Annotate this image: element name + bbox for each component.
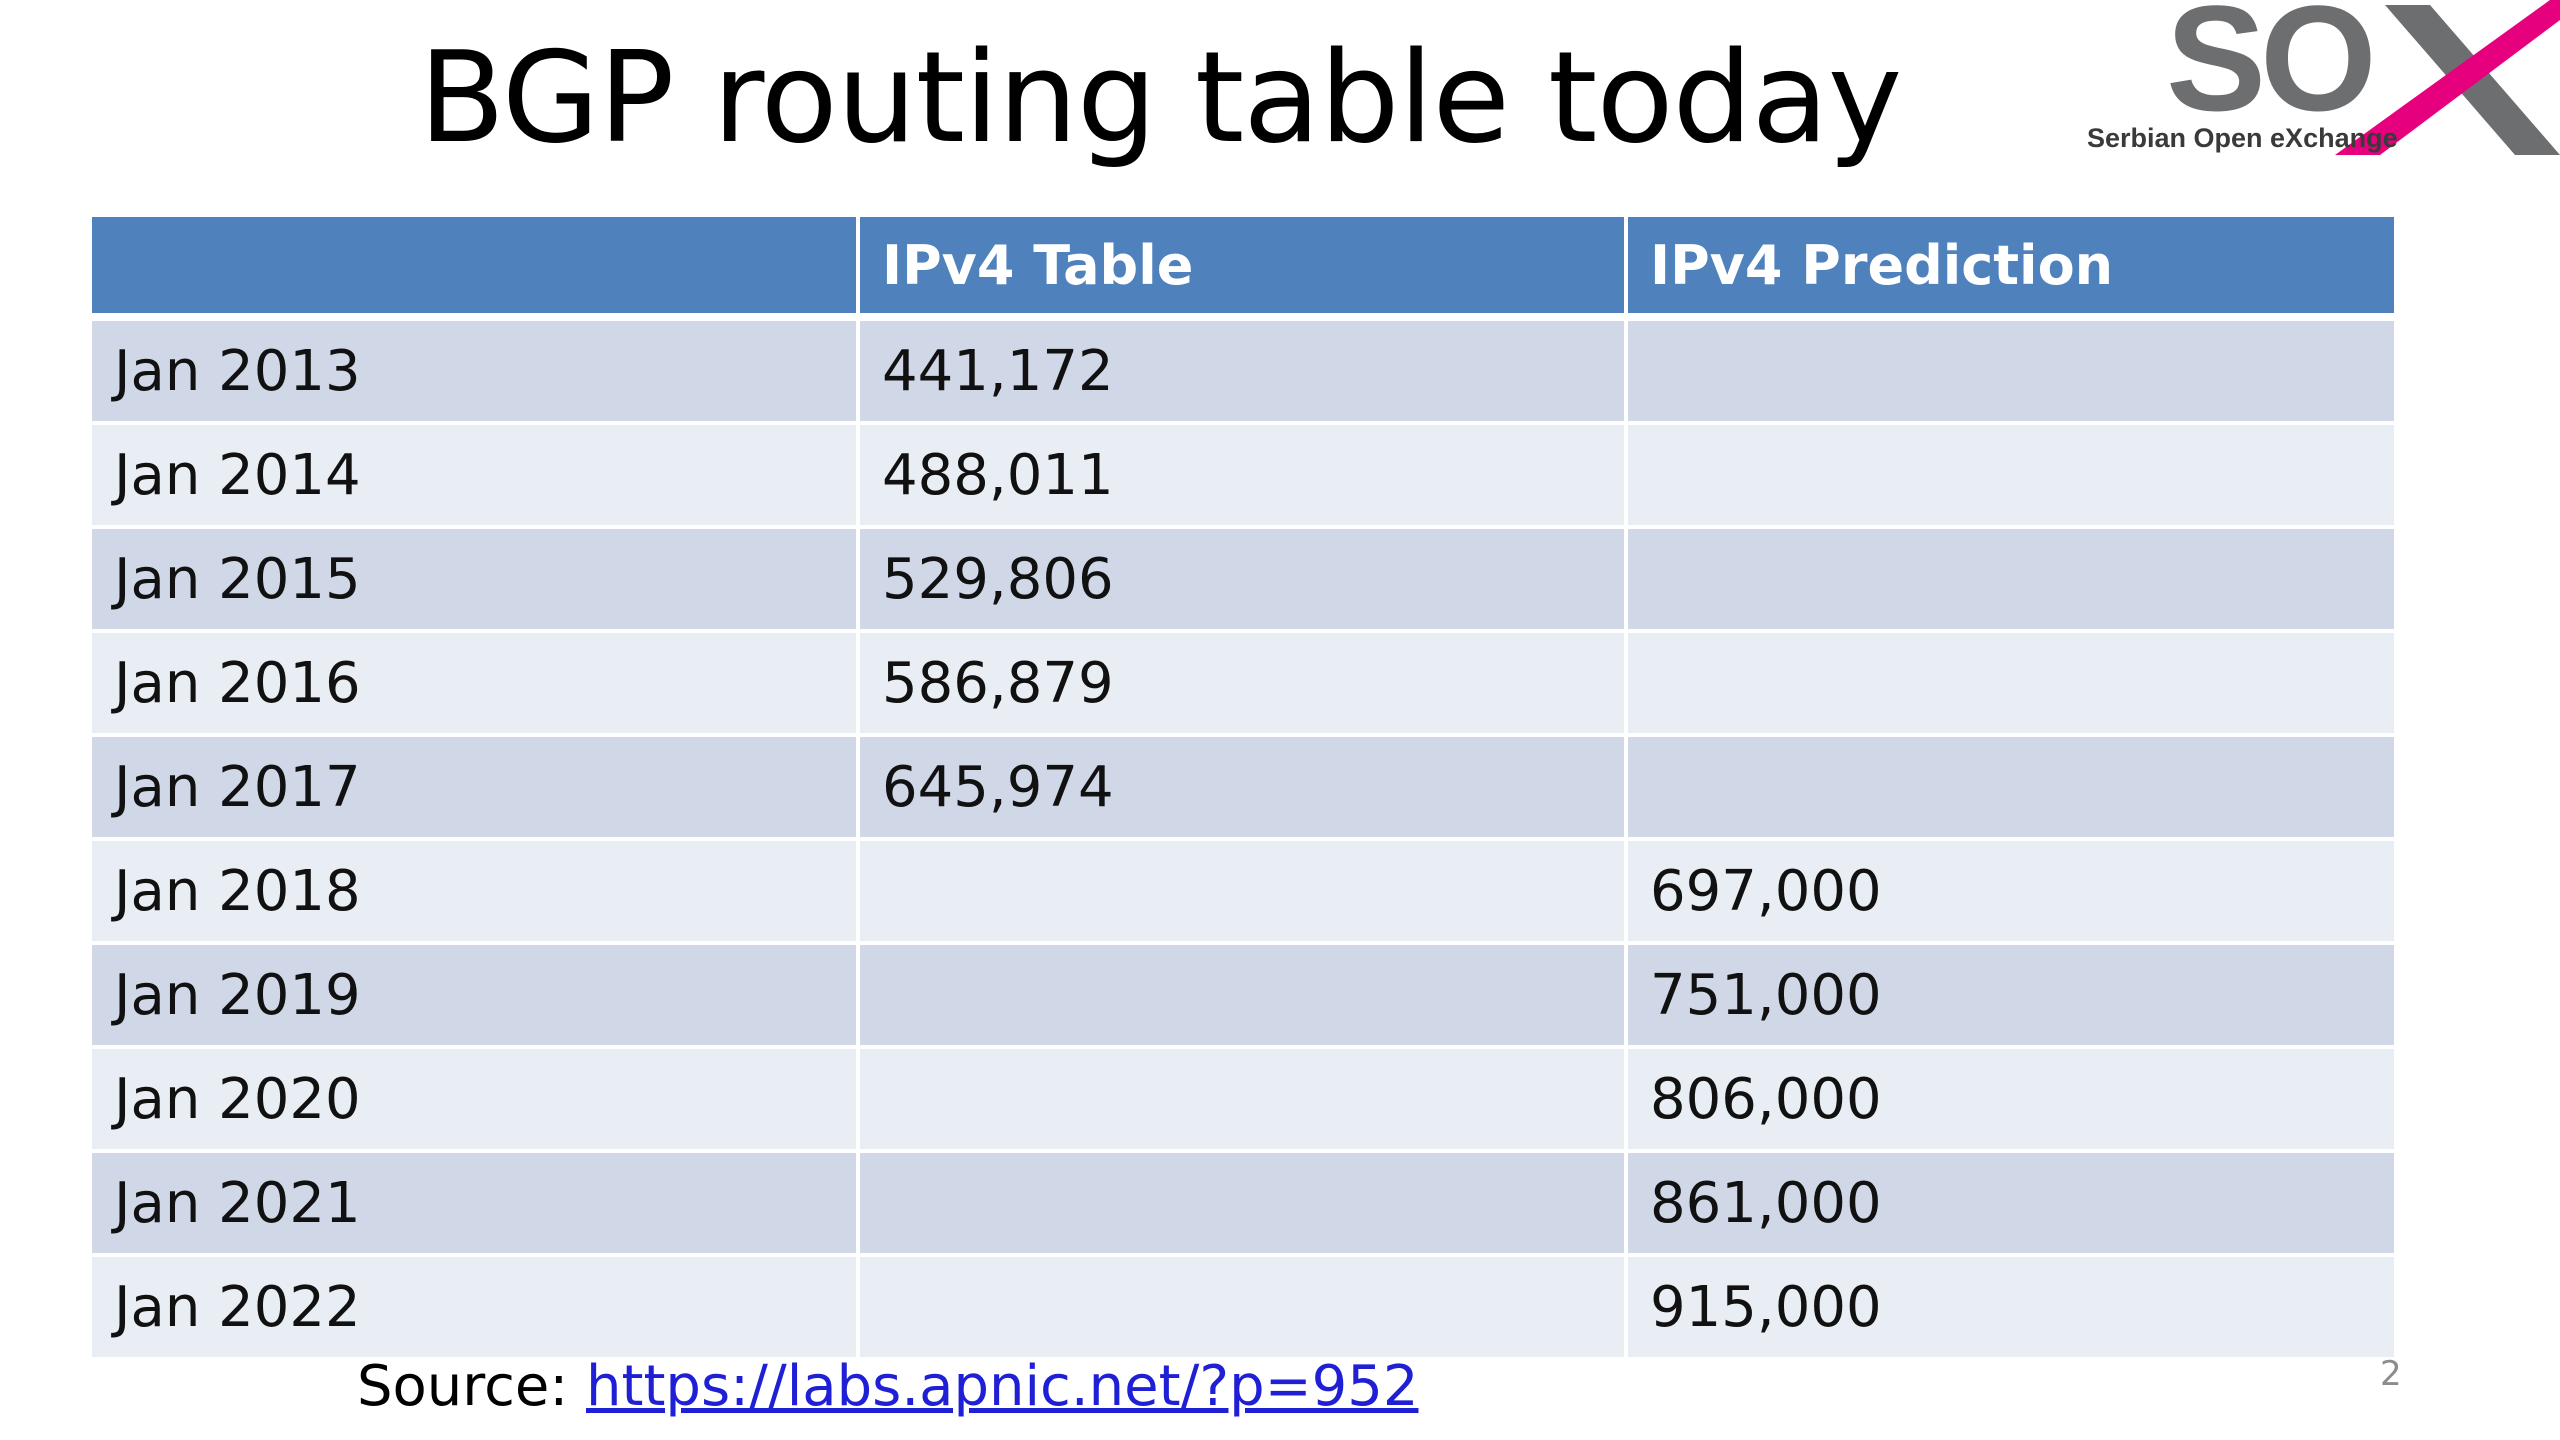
bgp-routing-table: IPv4 Table IPv4 Prediction Jan 2013 441,1… — [92, 217, 2394, 1361]
cell-ipv4-prediction — [1624, 423, 2394, 529]
table-row: Jan 2018 697,000 — [92, 839, 2394, 945]
cell-ipv4-prediction — [1624, 631, 2394, 737]
cell-ipv4-table: 586,879 — [856, 631, 1626, 737]
table-row: Jan 2015 529,806 — [92, 527, 2394, 633]
source-label: Source: — [357, 1354, 587, 1419]
cell-ipv4-table — [856, 839, 1626, 945]
cell-ipv4-prediction: 861,000 — [1624, 1151, 2394, 1257]
table-row: Jan 2020 806,000 — [92, 1047, 2394, 1153]
cell-ipv4-prediction: 697,000 — [1624, 839, 2394, 945]
cell-date: Jan 2016 — [92, 631, 858, 737]
slide-title: BGP routing table today — [418, 24, 1903, 171]
source-line: Source: https://labs.apnic.net/?p=952 — [357, 1352, 1419, 1422]
svg-text:SO: SO — [2166, 0, 2371, 142]
table-header-row: IPv4 Table IPv4 Prediction — [92, 217, 2394, 321]
cell-ipv4-prediction — [1624, 527, 2394, 633]
cell-date: Jan 2020 — [92, 1047, 858, 1153]
cell-ipv4-prediction: 915,000 — [1624, 1255, 2394, 1361]
table-row: Jan 2021 861,000 — [92, 1151, 2394, 1257]
column-header-ipv4-table: IPv4 Table — [856, 217, 1626, 321]
column-header-ipv4-prediction: IPv4 Prediction — [1624, 217, 2394, 321]
cell-date: Jan 2021 — [92, 1151, 858, 1257]
logo-tagline: Serbian Open eXchange — [2087, 123, 2398, 153]
cell-date: Jan 2017 — [92, 735, 858, 841]
page-number: 2 — [2380, 1354, 2402, 1394]
cell-ipv4-prediction: 806,000 — [1624, 1047, 2394, 1153]
cell-date: Jan 2019 — [92, 943, 858, 1049]
cell-ipv4-table — [856, 1047, 1626, 1153]
sox-logo-mark: SO — [2166, 0, 2560, 155]
column-header-date — [92, 217, 858, 321]
cell-date: Jan 2018 — [92, 839, 858, 945]
cell-ipv4-table — [856, 943, 1626, 1049]
cell-ipv4-prediction: 751,000 — [1624, 943, 2394, 1049]
source-link[interactable]: https://labs.apnic.net/?p=952 — [586, 1354, 1419, 1419]
table-body: Jan 2013 441,172 Jan 2014 488,011 Jan 2015 52… — [92, 317, 2394, 1361]
table-row: Jan 2013 441,172 — [92, 317, 2394, 425]
cell-ipv4-table: 529,806 — [856, 527, 1626, 633]
table-row: Jan 2016 586,879 — [92, 631, 2394, 737]
table-row: Jan 2022 915,000 — [92, 1255, 2394, 1361]
table-row: Jan 2014 488,011 — [92, 423, 2394, 529]
sox-logo: SO Serbian Open eXchange — [2080, 0, 2560, 165]
cell-ipv4-table: 645,974 — [856, 735, 1626, 841]
table-row: Jan 2017 645,974 — [92, 735, 2394, 841]
cell-ipv4-table: 441,172 — [856, 317, 1626, 425]
cell-ipv4-prediction — [1624, 735, 2394, 841]
cell-ipv4-table — [856, 1255, 1626, 1361]
cell-date: Jan 2014 — [92, 423, 858, 529]
cell-ipv4-table — [856, 1151, 1626, 1257]
cell-date: Jan 2015 — [92, 527, 858, 633]
cell-date: Jan 2013 — [92, 317, 858, 425]
cell-ipv4-prediction — [1624, 317, 2394, 425]
cell-date: Jan 2022 — [92, 1255, 858, 1361]
cell-ipv4-table: 488,011 — [856, 423, 1626, 529]
table-row: Jan 2019 751,000 — [92, 943, 2394, 1049]
